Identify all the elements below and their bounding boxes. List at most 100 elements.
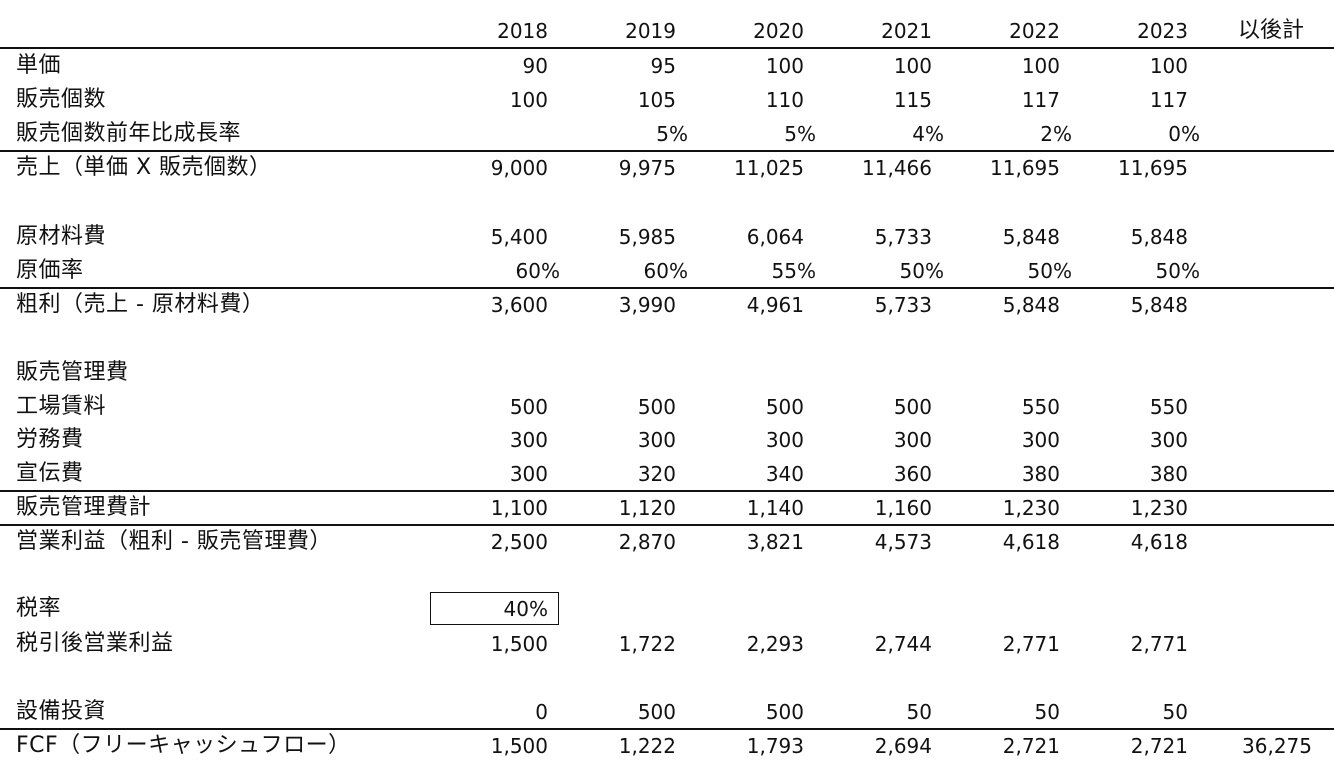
value-cell[interactable]: 50 [906,700,932,724]
value-cell[interactable]: 500 [765,700,804,724]
row-label[interactable]: 売上（単価 X 販売個数） [16,155,272,180]
row-label[interactable]: 単価 [16,53,62,78]
row-label[interactable]: 工場賃料 [16,394,107,419]
value-cell[interactable]: 9,000 [490,156,548,180]
value-cell[interactable]: 117 [1021,88,1060,112]
value-cell[interactable]: 2,744 [874,632,932,656]
value-cell[interactable]: 5,400 [490,225,548,249]
value-cell[interactable]: 5,985 [618,225,676,249]
value-cell[interactable]: 0 [535,700,548,724]
fcf-total-cell[interactable]: 36,275 [1242,734,1312,758]
value-cell[interactable]: 55% [771,259,816,283]
value-cell[interactable]: 11,025 [734,156,804,180]
value-cell[interactable]: 2,721 [1002,734,1060,758]
value-cell[interactable]: 9,975 [618,156,676,180]
value-cell[interactable]: 100 [1021,54,1060,78]
value-cell[interactable]: 2,500 [490,530,548,554]
row-label[interactable]: 販売管理費計 [16,495,152,520]
year-header-2020[interactable]: 2020 [753,19,804,43]
total-header[interactable]: 以後計 [1237,18,1304,43]
value-cell[interactable]: 5,733 [874,293,932,317]
value-cell[interactable]: 115 [893,88,932,112]
value-cell[interactable]: 50 [1034,700,1060,724]
year-header-2021[interactable]: 2021 [881,19,932,43]
value-cell[interactable]: 500 [893,395,932,419]
value-cell[interactable]: 1,100 [490,496,548,520]
value-cell[interactable]: 1,230 [1002,496,1060,520]
value-cell[interactable]: 1,793 [746,734,804,758]
value-cell[interactable]: 11,695 [1118,156,1188,180]
year-header-2019[interactable]: 2019 [625,19,676,43]
value-cell[interactable]: 1,500 [490,632,548,656]
value-cell[interactable]: 2,870 [618,530,676,554]
value-cell[interactable]: 11,695 [990,156,1060,180]
row-label[interactable]: FCF（フリーキャッシュフロー） [16,733,351,758]
value-cell[interactable]: 5% [784,122,816,146]
tax-rate-value[interactable]: 40% [503,597,548,621]
value-cell[interactable]: 4,961 [746,293,804,317]
value-cell[interactable]: 100 [1149,54,1188,78]
value-cell[interactable]: 60% [643,259,688,283]
value-cell[interactable]: 300 [893,428,932,452]
value-cell[interactable]: 500 [509,395,548,419]
row-label[interactable]: 販売管理費 [16,360,129,385]
value-cell[interactable]: 4% [912,122,944,146]
year-header-2023[interactable]: 2023 [1137,19,1188,43]
value-cell[interactable]: 2,771 [1130,632,1188,656]
row-label[interactable]: 原材料費 [16,224,107,249]
value-cell[interactable]: 2,293 [746,632,804,656]
value-cell[interactable]: 11,466 [862,156,932,180]
value-cell[interactable]: 100 [765,54,804,78]
value-cell[interactable]: 5,848 [1002,225,1060,249]
value-cell[interactable]: 380 [1021,462,1060,486]
value-cell[interactable]: 105 [637,88,676,112]
value-cell[interactable]: 300 [637,428,676,452]
row-label[interactable]: 税率 [16,596,62,621]
tax-rate-input-box[interactable] [430,592,559,625]
year-header-2022[interactable]: 2022 [1009,19,1060,43]
value-cell[interactable]: 380 [1149,462,1188,486]
value-cell[interactable]: 100 [509,88,548,112]
value-cell[interactable]: 360 [893,462,932,486]
value-cell[interactable]: 5,848 [1002,293,1060,317]
value-cell[interactable]: 110 [765,88,804,112]
value-cell[interactable]: 500 [765,395,804,419]
row-label[interactable]: 設備投資 [16,699,107,724]
row-label[interactable]: 原価率 [16,258,84,283]
row-label[interactable]: 販売個数前年比成長率 [16,121,242,146]
value-cell[interactable]: 4,573 [874,530,932,554]
value-cell[interactable]: 95 [650,54,676,78]
row-label[interactable]: 宣伝費 [16,461,84,486]
value-cell[interactable]: 100 [893,54,932,78]
value-cell[interactable]: 4,618 [1130,530,1188,554]
value-cell[interactable]: 2% [1040,122,1072,146]
value-cell[interactable]: 1,120 [618,496,676,520]
value-cell[interactable] [452,117,560,151]
value-cell[interactable]: 1,160 [874,496,932,520]
value-cell[interactable]: 1,230 [1130,496,1188,520]
row-label[interactable]: 粗利（売上 - 原材料費） [16,292,265,317]
value-cell[interactable]: 5,733 [874,225,932,249]
value-cell[interactable]: 340 [765,462,804,486]
value-cell[interactable]: 1,722 [618,632,676,656]
value-cell[interactable]: 500 [637,395,676,419]
value-cell[interactable]: 500 [637,700,676,724]
value-cell[interactable]: 50 [1162,700,1188,724]
value-cell[interactable]: 50% [899,259,944,283]
value-cell[interactable]: 3,600 [490,293,548,317]
value-cell[interactable]: 50% [1155,259,1200,283]
value-cell[interactable]: 5% [656,122,688,146]
value-cell[interactable]: 2,771 [1002,632,1060,656]
value-cell[interactable]: 300 [509,462,548,486]
value-cell[interactable]: 1,222 [618,734,676,758]
value-cell[interactable]: 320 [637,462,676,486]
value-cell[interactable]: 1,140 [746,496,804,520]
value-cell[interactable]: 550 [1149,395,1188,419]
value-cell[interactable]: 300 [1149,428,1188,452]
value-cell[interactable]: 4,618 [1002,530,1060,554]
value-cell[interactable]: 3,990 [618,293,676,317]
row-label[interactable]: 労務費 [16,427,84,452]
value-cell[interactable]: 117 [1149,88,1188,112]
value-cell[interactable]: 90 [522,54,548,78]
value-cell[interactable]: 6,064 [746,225,804,249]
